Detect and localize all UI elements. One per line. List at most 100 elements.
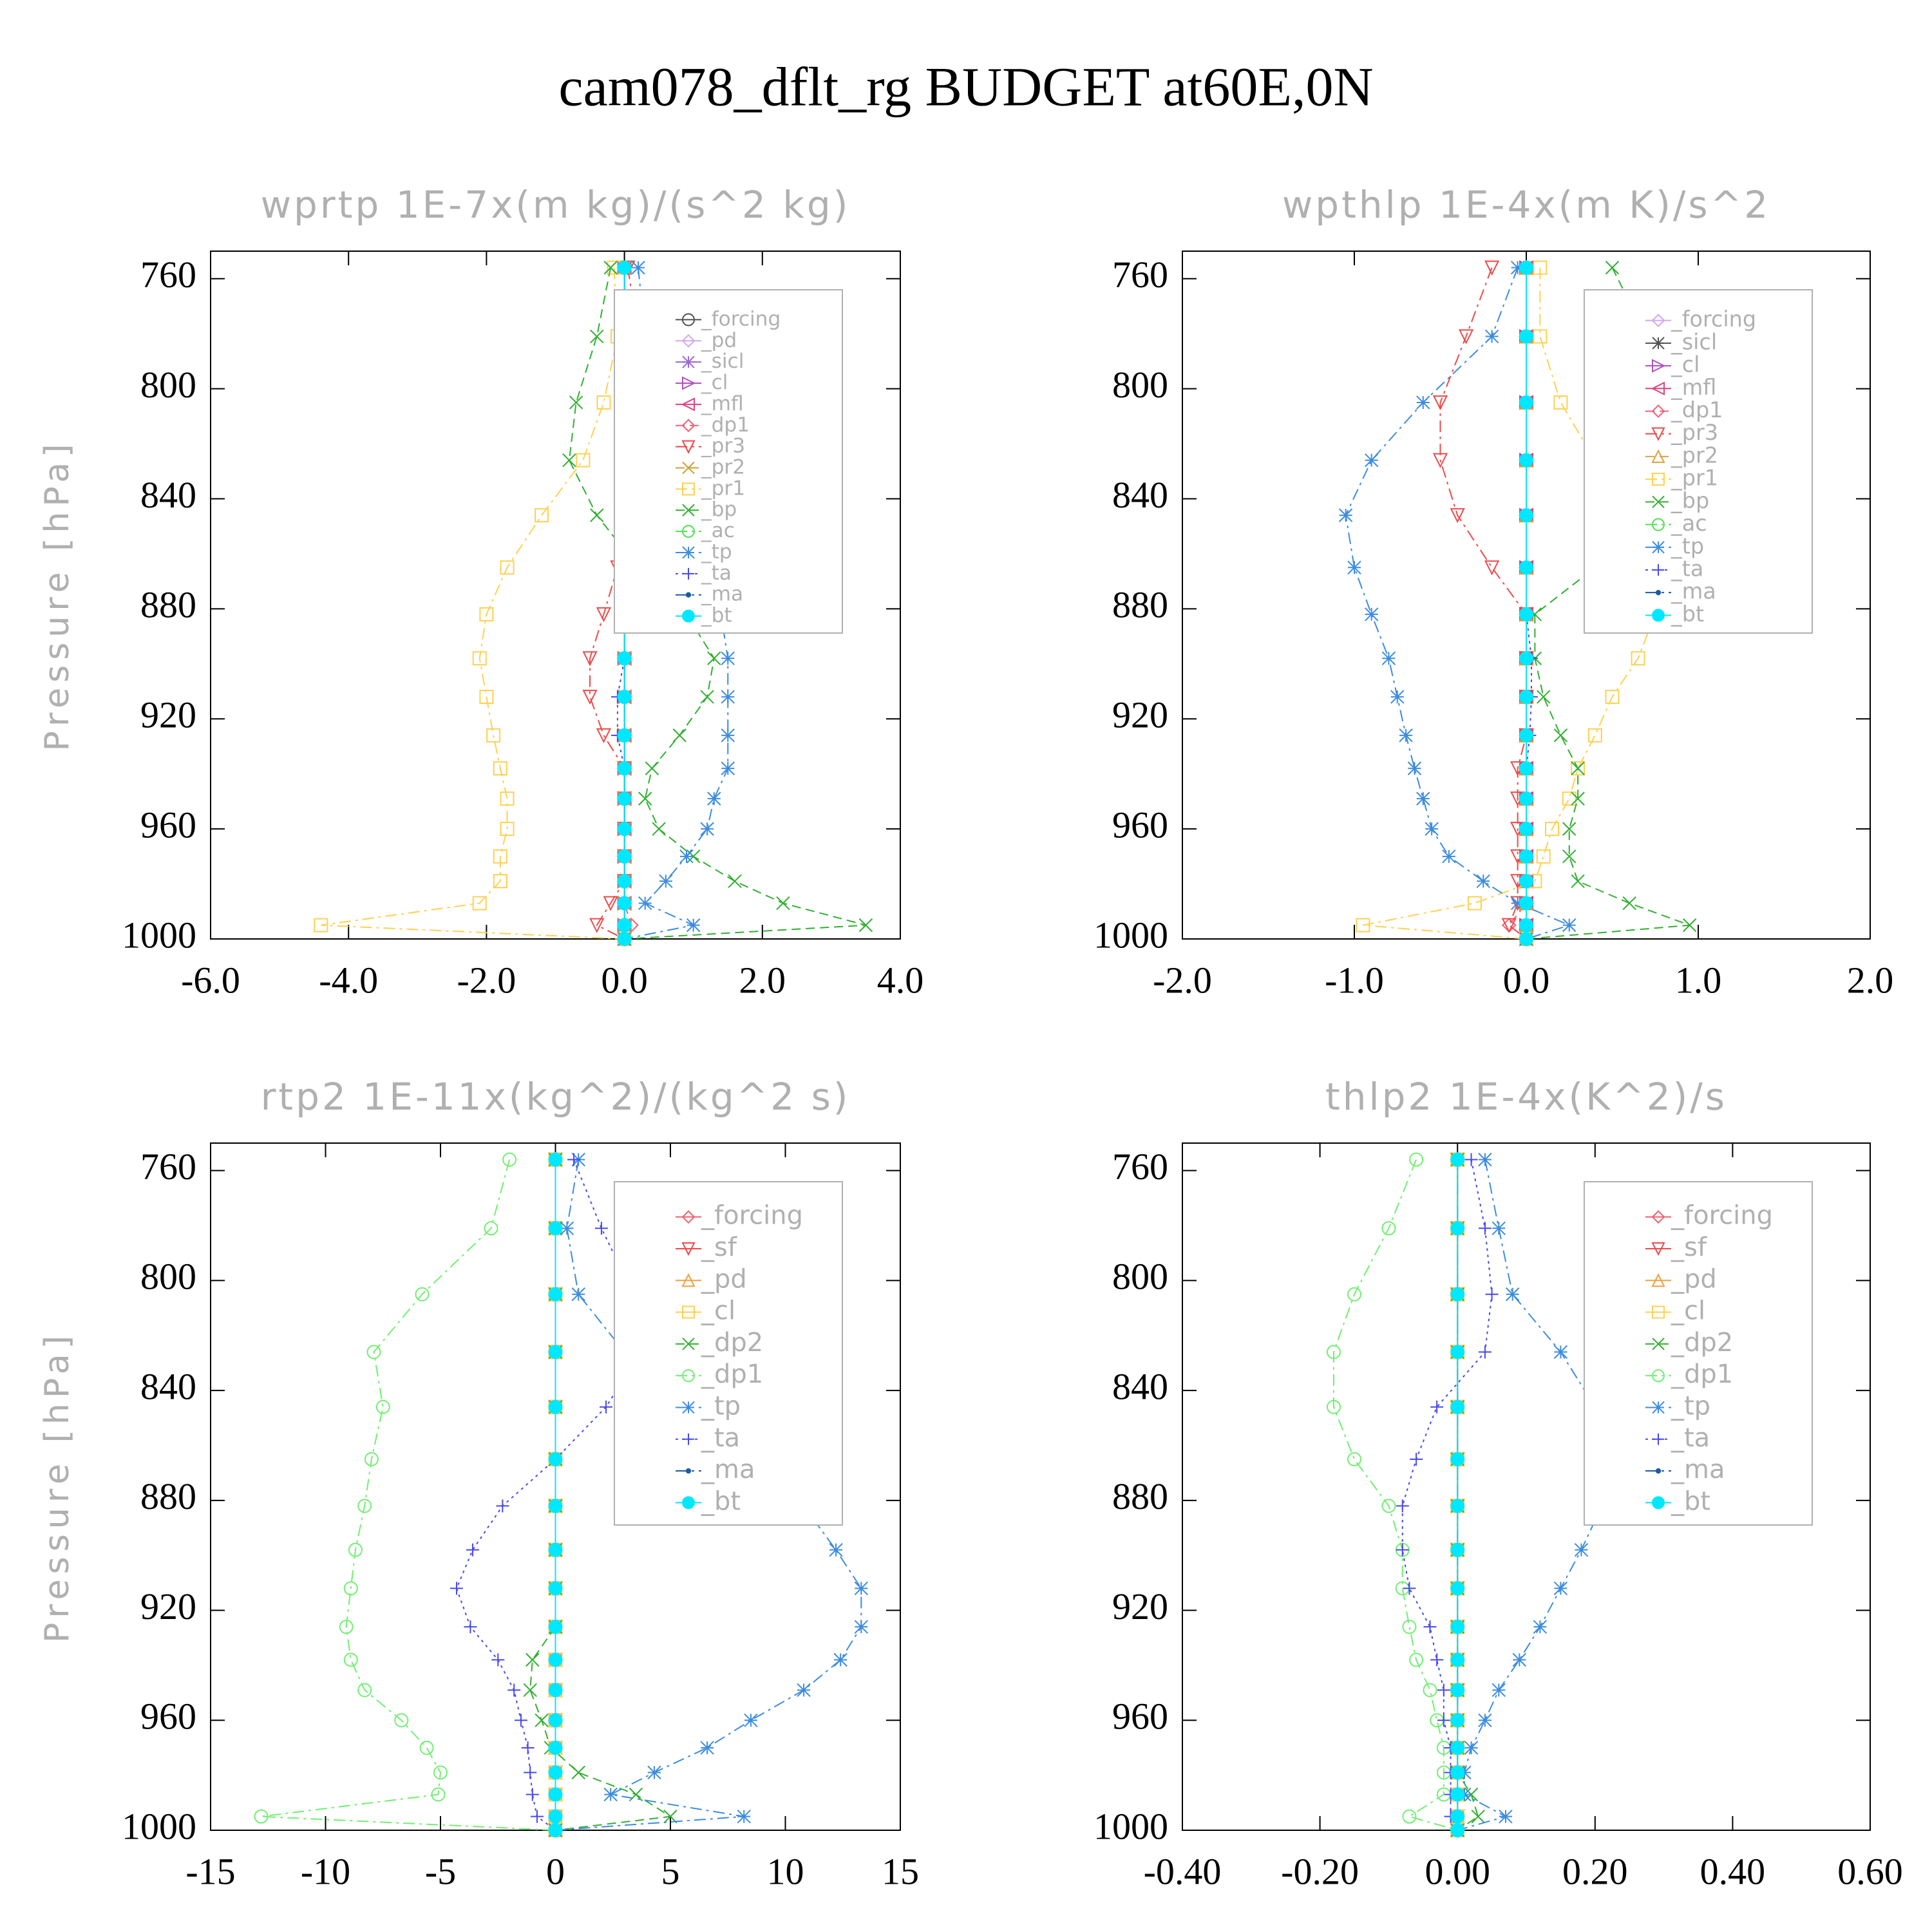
marker — [600, 1400, 613, 1414]
marker — [523, 1683, 537, 1698]
x-tick-label: 15 — [882, 1850, 919, 1892]
marker — [502, 1152, 517, 1167]
marker — [526, 1788, 539, 1801]
marker — [1571, 761, 1585, 775]
marker — [707, 651, 721, 665]
x-tick-label: 0.60 — [1837, 1850, 1903, 1892]
marker — [1450, 1581, 1465, 1596]
marker — [314, 918, 328, 933]
marker — [645, 761, 659, 775]
marker — [514, 1714, 527, 1727]
marker — [1533, 260, 1548, 275]
marker — [721, 761, 735, 775]
marker — [700, 1741, 714, 1755]
legend-marker — [685, 1468, 692, 1474]
marker — [1519, 651, 1533, 666]
series-line — [261, 1159, 556, 1831]
marker — [617, 932, 632, 946]
marker — [1478, 1345, 1492, 1359]
legend-marker — [1651, 427, 1665, 441]
x-tick-label: -0.40 — [1144, 1850, 1222, 1892]
y-tick-label: 760 — [1112, 254, 1168, 296]
legend-label: _ma — [1671, 579, 1716, 604]
legend-box — [614, 1181, 843, 1526]
marker — [721, 690, 735, 704]
marker — [1450, 1787, 1465, 1802]
legend-marker — [1652, 1369, 1665, 1383]
y-tick-label: 960 — [140, 1696, 196, 1738]
marker — [548, 1823, 563, 1837]
marker — [1423, 1620, 1437, 1634]
marker — [617, 896, 632, 911]
legend-label: _sf — [1671, 1233, 1707, 1262]
marker — [562, 453, 576, 468]
x-tick-label: 2.0 — [1847, 959, 1894, 1001]
marker — [1423, 1683, 1437, 1698]
marker — [1402, 1809, 1417, 1824]
marker — [1519, 932, 1533, 946]
legend-box — [1584, 289, 1813, 634]
marker — [1450, 1620, 1465, 1634]
x-tick-label: -15 — [185, 1850, 235, 1892]
marker — [548, 1287, 563, 1302]
marker — [348, 1542, 363, 1557]
legend-label: _ma — [701, 1455, 755, 1484]
x-tick-label: 1.0 — [1675, 959, 1722, 1001]
x-tick-label: 4.0 — [877, 959, 924, 1001]
legend-marker — [685, 592, 692, 598]
marker — [433, 1765, 448, 1780]
legend-marker — [682, 313, 695, 327]
legend-label: _cl — [701, 371, 728, 394]
marker — [700, 822, 714, 836]
marker — [484, 1221, 498, 1236]
marker — [582, 690, 598, 705]
marker — [548, 1499, 563, 1513]
marker — [1519, 260, 1533, 275]
marker — [1326, 1345, 1341, 1359]
marker — [1450, 1221, 1465, 1236]
x-tick-label: 0.0 — [1503, 959, 1550, 1001]
y-tick-label: 800 — [140, 364, 196, 406]
legend-marker — [1653, 564, 1664, 576]
legend-label: _bp — [1671, 488, 1709, 513]
marker — [560, 1221, 574, 1236]
marker — [535, 1713, 549, 1727]
legend-marker — [681, 334, 696, 348]
x-tick-label: 5 — [661, 1850, 680, 1892]
marker — [1519, 560, 1533, 575]
marker — [596, 607, 612, 623]
legend-box — [1584, 1181, 1813, 1526]
y-tick-label: 800 — [1112, 1256, 1168, 1298]
legend-label: _sf — [701, 1233, 737, 1262]
marker — [491, 1653, 505, 1667]
y-tick-label: 920 — [140, 694, 196, 736]
x-tick-label: 0.20 — [1562, 1850, 1628, 1892]
marker — [1484, 329, 1499, 344]
legend-marker — [1652, 473, 1665, 486]
marker — [1519, 822, 1533, 837]
legend-label: _pd — [1671, 1264, 1717, 1294]
marker — [576, 453, 591, 468]
marker — [603, 896, 618, 911]
x-tick-label: -4.0 — [319, 959, 378, 1001]
marker — [1484, 260, 1500, 276]
marker — [1562, 918, 1577, 933]
legend-marker — [1652, 1305, 1665, 1319]
panel-title: rtp2 1E-11x(kg^2)/(kg^2 s) — [261, 1075, 851, 1119]
marker — [1545, 822, 1560, 837]
marker — [548, 1713, 563, 1728]
marker — [854, 1620, 869, 1634]
y-tick-label: 920 — [1112, 694, 1168, 736]
marker — [1622, 896, 1636, 911]
legend-marker — [1652, 1496, 1665, 1510]
marker — [1338, 508, 1353, 522]
legend-marker — [1652, 1338, 1665, 1350]
y-tick-label: 920 — [140, 1586, 196, 1627]
legend-label: _ac — [1671, 511, 1707, 536]
marker — [548, 1653, 563, 1667]
marker — [679, 849, 694, 864]
marker — [1347, 1287, 1361, 1302]
legend-label: _ta — [701, 1423, 740, 1453]
marker — [617, 791, 632, 806]
marker — [617, 260, 632, 275]
